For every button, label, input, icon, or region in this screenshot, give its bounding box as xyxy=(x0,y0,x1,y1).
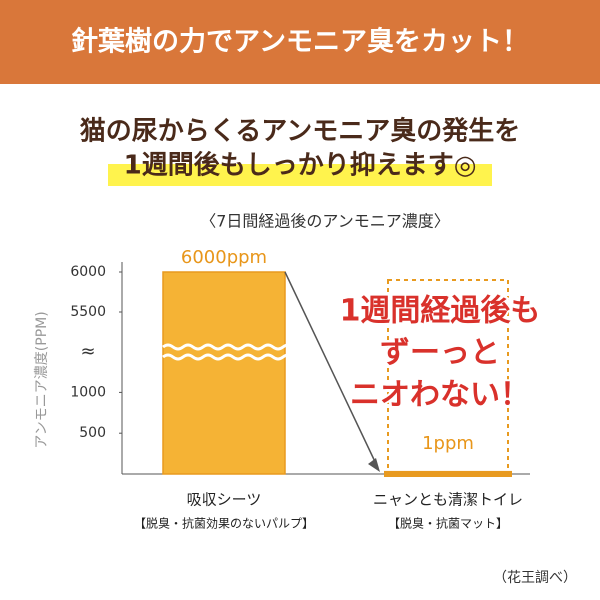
break-wave xyxy=(162,353,304,361)
x-tick-label: ニャンとも清潔トイレ xyxy=(373,491,523,509)
arrow-head xyxy=(368,458,380,472)
arrow xyxy=(284,271,379,469)
category-note: 【脱臭・抗菌マット】 xyxy=(388,516,508,531)
chart-title: 〈7日間経過後のアンモニア濃度〉 xyxy=(200,212,450,231)
headline: 猫の尿からくるアンモニア臭の発生を xyxy=(80,117,520,147)
highlight xyxy=(108,164,492,186)
bar xyxy=(162,271,286,475)
y-tick-label: 6000 xyxy=(70,264,106,280)
dashed-box xyxy=(387,279,509,475)
break-wave xyxy=(162,343,304,351)
y-tick-label: 500 xyxy=(79,425,106,441)
axis-break: ≈ xyxy=(80,341,95,362)
headline: 1週間後もしっかり抑えます◎ xyxy=(124,150,477,181)
annotation: ニオわない！ xyxy=(350,378,530,413)
y-tick-label: 1000 xyxy=(70,384,106,400)
y-tick-label: 5500 xyxy=(70,304,106,320)
value-label: 6000ppm xyxy=(181,247,267,268)
banner-title: 針葉樹の力でアンモニア臭をカット！ xyxy=(71,26,529,58)
banner-bg xyxy=(0,0,600,84)
source: （花王調べ） xyxy=(493,570,577,586)
annotation: ずーっと xyxy=(380,336,500,371)
x-tick-label: 吸収シーツ xyxy=(187,491,262,509)
value-label: 1ppm xyxy=(422,433,474,454)
y-axis-label: アンモニア濃度(PPM) xyxy=(34,311,50,448)
annotation: 1週間経過後も xyxy=(340,294,541,329)
category-note: 【脱臭・抗菌効果のないパルプ】 xyxy=(134,516,314,531)
